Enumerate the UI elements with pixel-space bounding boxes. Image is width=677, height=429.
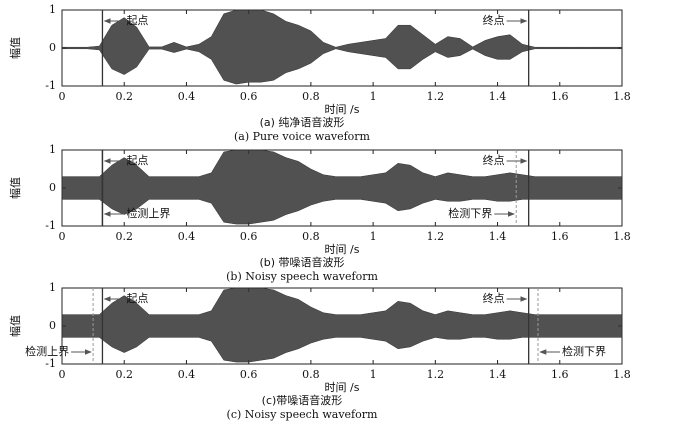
waveform xyxy=(61,9,623,85)
y-tick-label: 1 xyxy=(49,3,56,16)
caption-zh: (c)带噪语音波形 xyxy=(262,393,343,407)
x-tick-label: 0.4 xyxy=(178,368,196,381)
x-tick-label: 1 xyxy=(370,90,377,103)
x-tick-label: 0.4 xyxy=(178,230,196,243)
x-tick-label: 0.2 xyxy=(115,90,133,103)
x-tick-label: 0.6 xyxy=(240,90,258,103)
x-tick-label: 1.8 xyxy=(613,368,631,381)
y-tick-label: -1 xyxy=(45,219,56,232)
caption-en: (c) Noisy speech waveform xyxy=(227,408,378,421)
x-tick-label: 1.6 xyxy=(551,368,569,381)
x-tick-label: 1.8 xyxy=(613,90,631,103)
x-tick-label: 1.8 xyxy=(613,230,631,243)
x-tick-label: 0.8 xyxy=(302,368,320,381)
x-tick-label: 0.6 xyxy=(240,368,258,381)
x-tick-label: 1.6 xyxy=(551,230,569,243)
y-tick-label: 0 xyxy=(49,41,56,54)
y-tick-label: 0 xyxy=(49,181,56,194)
x-tick-label: 1.2 xyxy=(427,230,445,243)
y-tick-label: 1 xyxy=(49,143,56,156)
annotation: 检测上界 xyxy=(126,206,170,220)
caption-en: (b) Noisy speech waveform xyxy=(226,270,378,283)
x-tick-label: 0.6 xyxy=(240,230,258,243)
y-tick-label: 1 xyxy=(49,281,56,294)
x-tick-label: 0.8 xyxy=(302,90,320,103)
x-tick-label: 1.6 xyxy=(551,90,569,103)
x-tick-label: 1.2 xyxy=(427,90,445,103)
x-tick-label: 1 xyxy=(370,230,377,243)
y-tick-label: -1 xyxy=(45,79,56,92)
annotation: 检测下界 xyxy=(448,206,492,220)
y-axis-label: 幅值 xyxy=(9,37,22,59)
y-axis-label: 幅值 xyxy=(9,315,22,337)
annotation: 起点 xyxy=(126,14,148,27)
annotation: 终点 xyxy=(483,291,505,305)
annotation: 检测下界 xyxy=(562,344,606,358)
x-axis-label: 时间 /s xyxy=(325,103,360,116)
annotation: 终点 xyxy=(483,13,505,27)
x-tick-label: 1.2 xyxy=(427,368,445,381)
annotation: 起点 xyxy=(126,154,148,167)
y-tick-label: -1 xyxy=(45,357,56,370)
x-tick-label: 0.4 xyxy=(178,90,196,103)
annotation: 终点 xyxy=(483,153,505,167)
x-tick-label: 1.4 xyxy=(489,368,507,381)
x-axis-label: 时间 /s xyxy=(325,381,360,394)
x-tick-label: 0.8 xyxy=(302,230,320,243)
x-tick-label: 1 xyxy=(370,368,377,381)
caption-zh: (a) 纯净语音波形 xyxy=(260,115,345,129)
caption-en: (a) Pure voice waveform xyxy=(234,130,371,143)
annotation: 检测上界 xyxy=(25,344,69,358)
x-tick-label: 1.4 xyxy=(489,90,507,103)
waveform xyxy=(61,149,623,225)
annotation: 起点 xyxy=(126,292,148,305)
y-tick-label: 0 xyxy=(49,319,56,332)
x-axis-label: 时间 /s xyxy=(325,243,360,256)
x-tick-label: 1.4 xyxy=(489,230,507,243)
x-tick-label: 0.2 xyxy=(115,368,133,381)
waveform xyxy=(61,287,623,363)
x-tick-label: 0.2 xyxy=(115,230,133,243)
y-axis-label: 幅值 xyxy=(9,177,22,199)
x-tick-label: 0 xyxy=(59,90,66,103)
x-tick-label: 0 xyxy=(59,368,66,381)
caption-zh: (b) 带噪语音波形 xyxy=(259,255,344,269)
x-tick-label: 0 xyxy=(59,230,66,243)
